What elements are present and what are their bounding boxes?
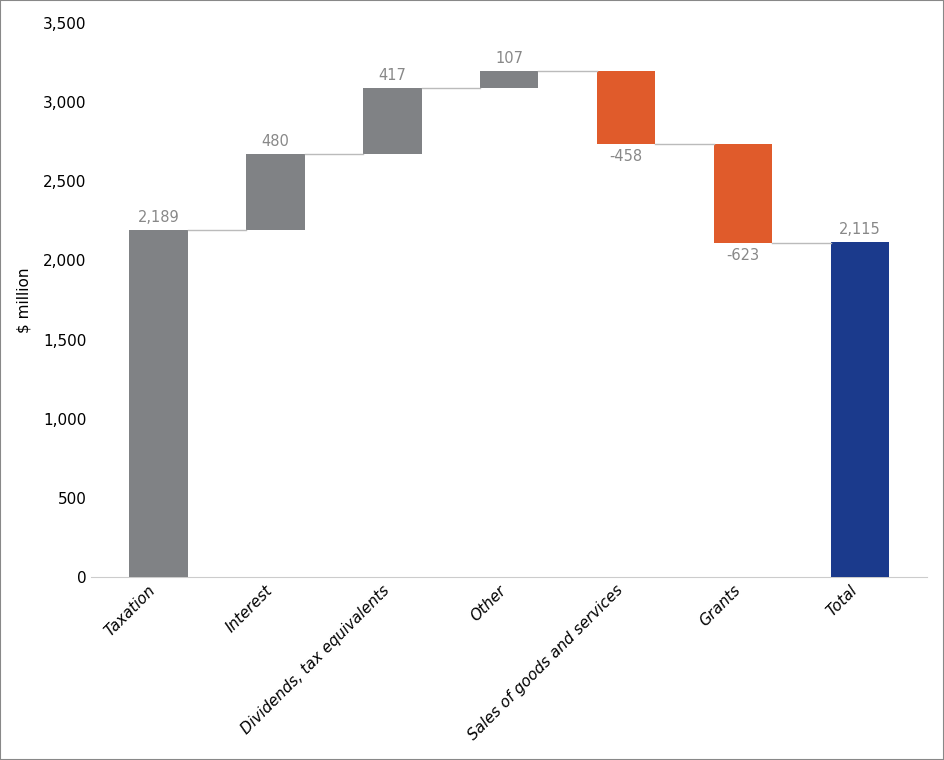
Text: 417: 417 xyxy=(379,68,406,83)
Text: 107: 107 xyxy=(496,51,523,66)
Text: -458: -458 xyxy=(610,150,643,164)
Bar xyxy=(246,154,305,230)
Bar xyxy=(129,230,188,577)
Bar xyxy=(831,242,889,577)
Bar xyxy=(480,71,538,88)
Bar xyxy=(597,71,655,144)
Bar xyxy=(363,88,422,154)
Text: -623: -623 xyxy=(727,248,760,263)
Bar xyxy=(714,144,772,242)
Text: 2,115: 2,115 xyxy=(839,222,881,236)
Text: 2,189: 2,189 xyxy=(138,210,179,225)
Y-axis label: $ million: $ million xyxy=(17,268,32,333)
Text: 480: 480 xyxy=(261,134,289,149)
